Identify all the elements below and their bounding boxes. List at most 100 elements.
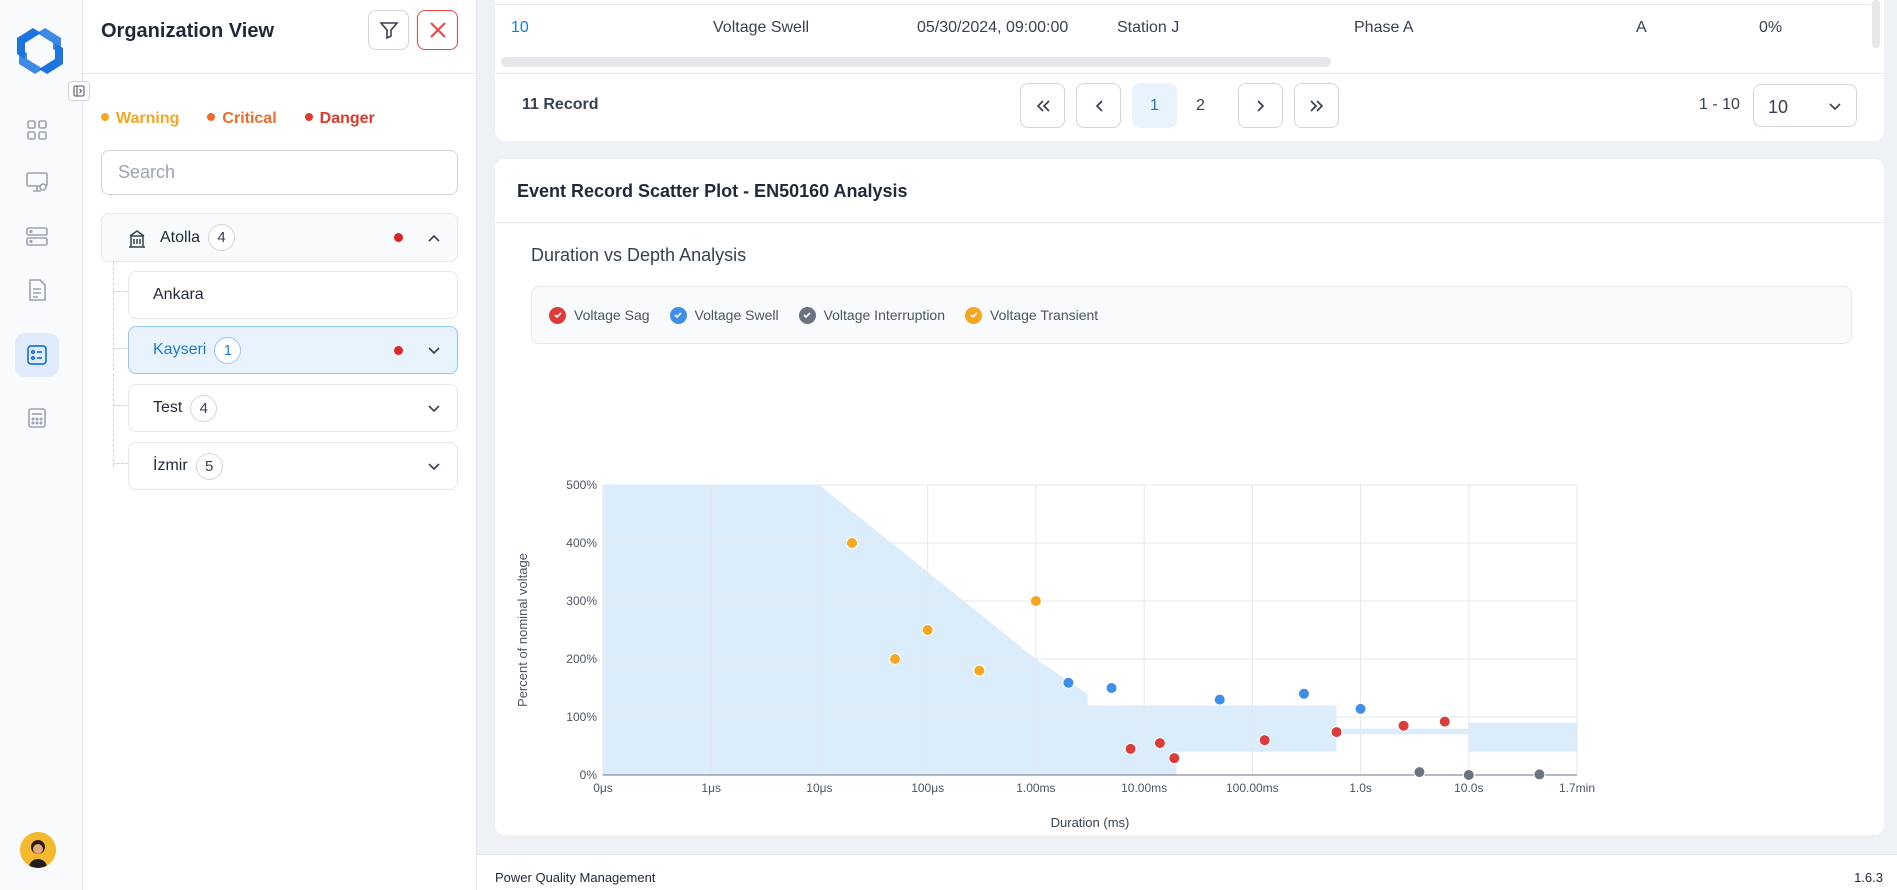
footer: Power Quality Management 1.6.3 [477, 854, 1897, 890]
voltage-interruption-point [1413, 766, 1426, 779]
x-tick-label: 1.7min [1559, 781, 1595, 795]
voltage-sag-point [1438, 715, 1451, 728]
chevron-left-icon [1095, 99, 1103, 112]
y-tick-label: 400% [566, 536, 597, 550]
table-row[interactable]: 10 Voltage Swell 05/30/2024, 09:00:00 St… [495, 4, 1870, 52]
next-page-button[interactable] [1238, 83, 1283, 128]
x-tick-label: 1.0s [1349, 781, 1372, 795]
voltage-sag-point [1397, 719, 1410, 732]
voltage-swell-point [1297, 687, 1310, 700]
filter-icon [378, 22, 399, 40]
y-tick-label: 100% [566, 710, 597, 724]
chevron-down-icon[interactable] [427, 344, 441, 358]
voltage-swell-point [1213, 693, 1226, 706]
close-button[interactable] [417, 10, 458, 50]
first-page-button[interactable] [1020, 83, 1065, 128]
legend-critical: Critical [207, 110, 277, 128]
row-date: 05/30/2024, 09:00:00 [917, 19, 1069, 36]
chevron-up-icon[interactable] [427, 231, 441, 245]
collapse-sidebar-button[interactable] [68, 81, 90, 101]
organization-panel: Organization View Warning Critical Dange… [83, 0, 477, 890]
count-badge: 5 [195, 452, 223, 480]
voltage-interruption-point [1462, 769, 1475, 781]
vertical-scrollbar[interactable] [1872, 0, 1880, 48]
voltage-sag-point [1168, 752, 1181, 765]
app-name: Power Quality Management [495, 870, 656, 885]
scatter-plot: 0μs 1μs 10μs 100μs 1.00ms 10.00ms 100.00ms 1.0s… [515, 478, 1595, 830]
event-records-icon[interactable] [15, 333, 59, 377]
page-size-select[interactable]: 10 [1753, 84, 1857, 127]
legend-voltage-transient[interactable]: Voltage Transient [965, 306, 1098, 324]
monitor-icon[interactable] [15, 160, 59, 204]
dashboard-icon[interactable] [15, 108, 59, 152]
count-badge: 1 [214, 336, 242, 364]
legend-voltage-interruption[interactable]: Voltage Interruption [798, 306, 945, 324]
x-tick-label: 10.0s [1454, 781, 1483, 795]
record-count: 11 Record [522, 96, 599, 113]
calculator-icon[interactable] [15, 396, 59, 440]
voltage-sag-point [1124, 742, 1137, 755]
legend-voltage-swell[interactable]: Voltage Swell [669, 306, 779, 324]
chart-legend: Voltage Sag Voltage Swell Voltage Interr… [531, 286, 1852, 344]
page-2-button[interactable]: 2 [1196, 96, 1205, 114]
row-type: Voltage Swell [713, 19, 810, 36]
page-1-button[interactable]: 1 [1132, 83, 1177, 128]
x-tick-label: 1.00ms [1016, 781, 1055, 795]
filter-button[interactable] [368, 10, 409, 50]
check-icon [549, 306, 566, 324]
app-logo-icon[interactable] [9, 20, 71, 82]
voltage-transient-point [921, 624, 934, 636]
legend-danger: Danger [304, 110, 375, 128]
y-axis-label: Percent of nominal voltage [515, 553, 530, 707]
x-tick-label: 100.00ms [1226, 781, 1279, 795]
organization-header: Organization View [83, 0, 476, 74]
tree-node-ankara[interactable]: Ankara [128, 271, 458, 319]
check-icon [669, 306, 687, 324]
chevron-down-icon [1829, 103, 1841, 111]
event-table-card: 10 Voltage Swell 05/30/2024, 09:00:00 St… [495, 0, 1884, 141]
voltage-transient-point [889, 653, 902, 665]
app-version: 1.6.3 [1854, 870, 1883, 885]
x-tick-label: 1μs [701, 781, 721, 795]
tree-node-izmir[interactable]: İzmir 5 [128, 442, 458, 490]
scatter-chart-card: Event Record Scatter Plot - EN50160 Anal… [495, 159, 1884, 835]
danger-dot [394, 233, 403, 242]
tree-node-test[interactable]: Test 4 [128, 384, 458, 432]
y-tick-label: 0% [580, 768, 598, 782]
x-tick-label: 100μs [911, 781, 944, 795]
close-icon [429, 22, 446, 38]
card-title: Event Record Scatter Plot - EN50160 Anal… [517, 181, 908, 201]
chevrons-left-icon [1036, 99, 1050, 112]
row-grade: A [1636, 19, 1647, 36]
severity-legend: Warning Critical Danger [101, 110, 375, 128]
voltage-interruption-point [1533, 768, 1546, 781]
voltage-sag-point [1330, 726, 1343, 739]
voltage-transient-point [973, 664, 986, 677]
server-settings-icon[interactable] [15, 215, 59, 259]
tree-node-atolla[interactable]: Atolla 4 [101, 213, 458, 262]
legend-voltage-sag[interactable]: Voltage Sag [549, 306, 650, 324]
voltage-swell-point [1062, 676, 1075, 689]
x-tick-label: 10μs [806, 781, 832, 795]
row-phase: Phase A [1354, 19, 1414, 36]
check-icon [965, 306, 982, 324]
danger-dot [394, 345, 403, 355]
horizontal-scrollbar[interactable] [501, 57, 1331, 67]
count-badge: 4 [190, 394, 218, 422]
chevron-down-icon[interactable] [427, 402, 441, 416]
voltage-transient-point [1029, 595, 1042, 607]
last-page-button[interactable] [1294, 83, 1339, 128]
tree-node-kayseri[interactable]: Kayseri 1 [128, 326, 458, 374]
x-tick-label: 0μs [593, 781, 613, 795]
prev-page-button[interactable] [1076, 83, 1121, 128]
row-id-link[interactable]: 10 [511, 19, 529, 36]
search-input[interactable] [101, 150, 458, 195]
avatar[interactable] [20, 832, 56, 868]
document-icon[interactable] [15, 268, 59, 312]
x-axis-label: Duration (ms) [1051, 815, 1130, 830]
page-title: Organization View [101, 20, 274, 42]
chevron-down-icon[interactable] [427, 460, 441, 474]
voltage-swell-point [1354, 702, 1367, 715]
voltage-transient-point [846, 537, 859, 549]
y-tick-label: 500% [566, 478, 597, 492]
